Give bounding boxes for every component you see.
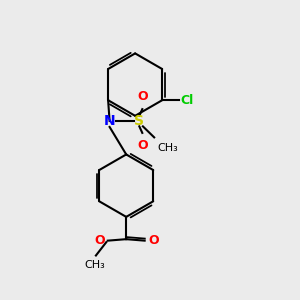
Text: O: O [137, 90, 148, 103]
Text: CH₃: CH₃ [84, 260, 105, 270]
Text: CH₃: CH₃ [157, 143, 178, 153]
Text: N: N [104, 114, 116, 128]
Text: S: S [134, 114, 144, 128]
Text: Cl: Cl [180, 94, 193, 107]
Text: O: O [148, 234, 159, 247]
Text: O: O [94, 234, 105, 247]
Text: O: O [137, 139, 148, 152]
